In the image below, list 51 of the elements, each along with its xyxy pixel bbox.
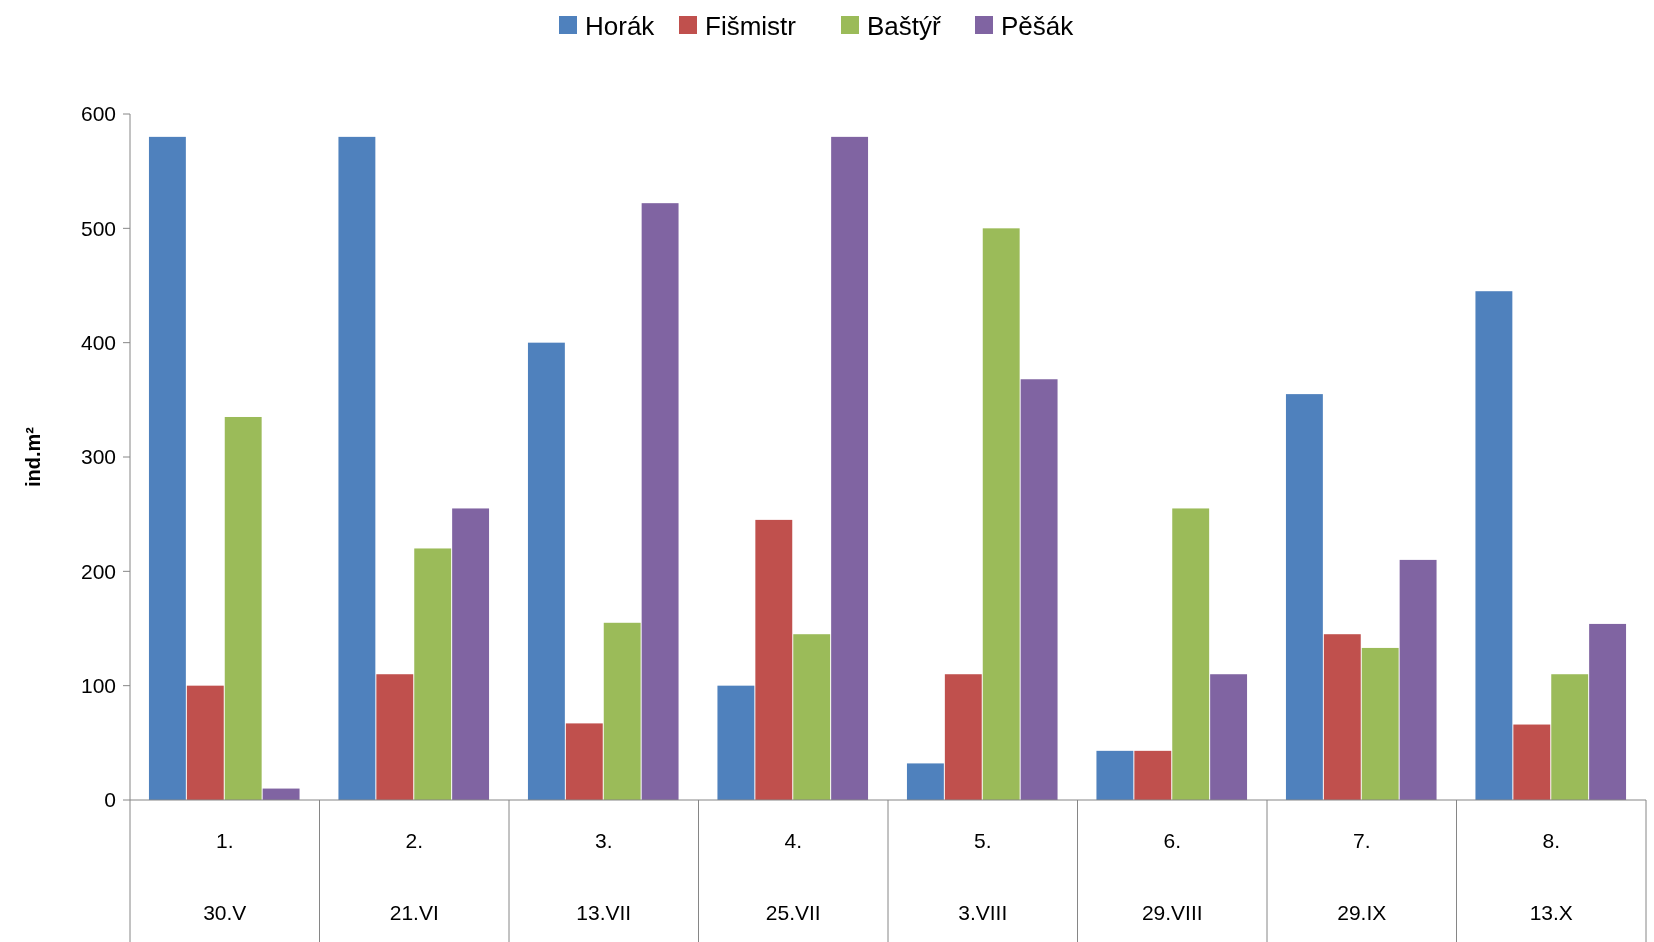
bar — [603, 622, 641, 800]
bar — [755, 519, 793, 800]
y-tick-label: 0 — [104, 788, 116, 812]
bar — [1513, 724, 1551, 800]
category-label: 8. 13.X — [1529, 829, 1573, 924]
legend-label: Baštýř — [867, 11, 943, 42]
bar — [1172, 508, 1210, 800]
bar — [1020, 379, 1058, 800]
bar — [906, 763, 944, 800]
bar — [1551, 674, 1589, 800]
bar — [717, 685, 755, 800]
legend-label: Pěšák — [1001, 11, 1075, 42]
bar — [565, 723, 603, 800]
bar — [1361, 647, 1399, 800]
bar — [414, 548, 452, 800]
bar — [338, 136, 376, 800]
y-tick-label: 300 — [80, 445, 116, 469]
bar — [1210, 674, 1248, 800]
bar — [224, 416, 262, 800]
y-tick-label: 500 — [80, 216, 116, 240]
legend-label: Fišmistr — [705, 11, 797, 42]
y-tick-label: 100 — [80, 674, 116, 698]
category-label: 6. 29.VIII — [1141, 829, 1203, 924]
bar — [148, 136, 186, 800]
category-label: 4. 25.VII — [765, 829, 821, 924]
bar — [1399, 559, 1437, 800]
bar — [452, 508, 490, 800]
bar — [982, 228, 1020, 800]
bar — [527, 342, 565, 800]
category-label: 5. 3.VIII — [958, 829, 1008, 924]
bar — [1475, 291, 1513, 800]
bar — [1323, 634, 1361, 800]
y-tick-label: 600 — [80, 102, 116, 126]
bar — [641, 203, 679, 800]
bar — [944, 674, 982, 800]
bar — [1285, 394, 1323, 800]
category-label: 3. 13.VII — [576, 829, 632, 924]
category-label: 2. 21.VI — [389, 829, 439, 924]
y-tick-label: 200 — [80, 559, 116, 583]
category-label: 7. 29.IX — [1337, 829, 1387, 924]
bar — [1096, 750, 1134, 800]
legend-label: Horák — [585, 11, 656, 42]
bar — [793, 634, 831, 800]
y-tick-label: 400 — [80, 331, 116, 355]
bar — [1134, 750, 1172, 800]
bar — [376, 674, 414, 800]
bar — [831, 136, 869, 800]
bar — [1589, 623, 1627, 800]
y-axis-title: ind.m² — [22, 426, 44, 487]
bar — [186, 685, 224, 800]
category-label: 1. 30.V — [203, 829, 247, 924]
